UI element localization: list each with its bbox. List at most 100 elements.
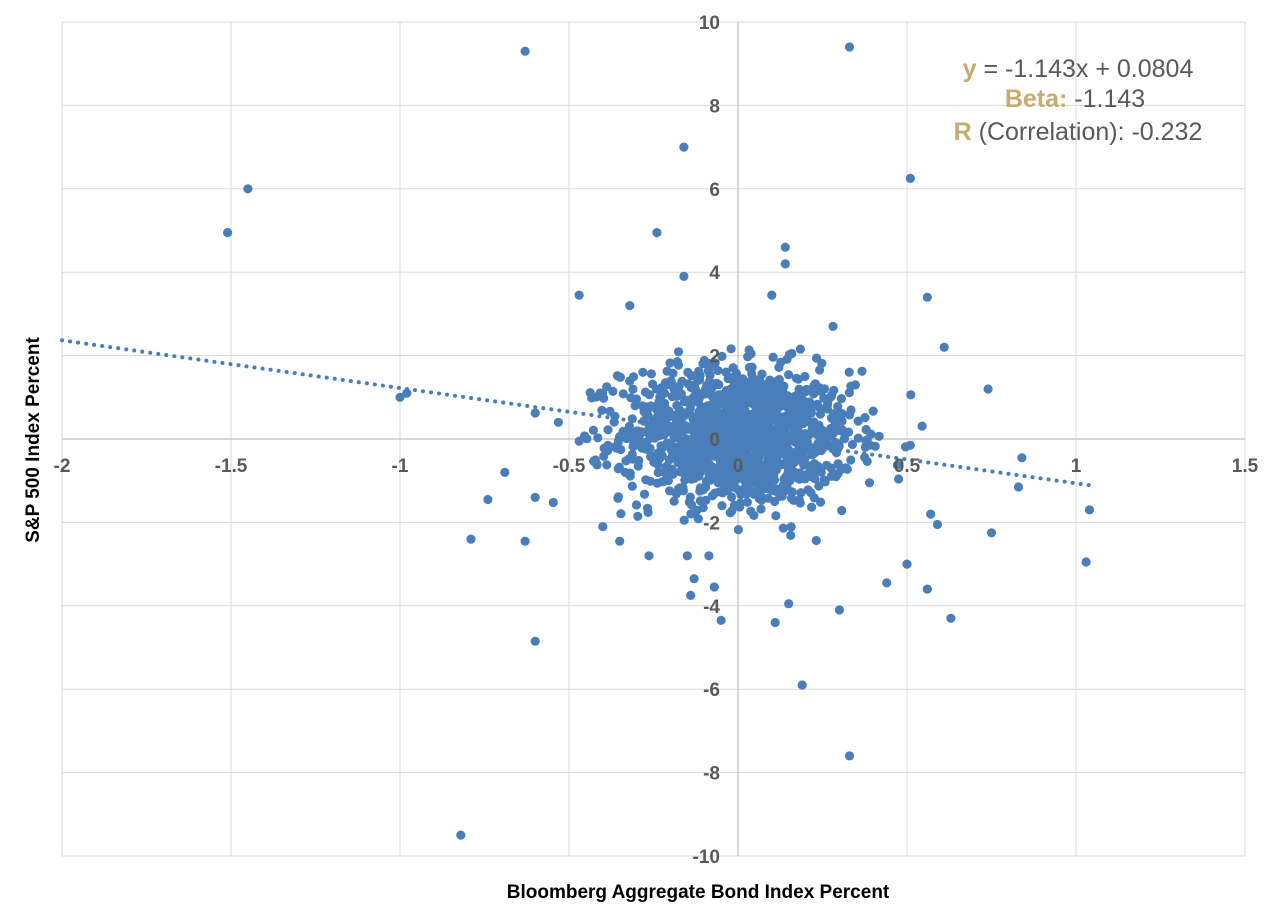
data-point (701, 495, 711, 505)
data-point (602, 460, 612, 470)
data-point (679, 271, 689, 281)
data-point (730, 397, 740, 407)
data-point (795, 344, 806, 354)
data-point (733, 463, 743, 473)
data-point (791, 404, 801, 414)
data-point (713, 390, 723, 400)
data-point (613, 464, 623, 474)
data-point (922, 292, 932, 302)
data-point (615, 372, 626, 382)
data-point (548, 497, 558, 508)
data-point (653, 426, 663, 436)
data-point (686, 370, 696, 381)
data-point (829, 385, 839, 395)
data-point (520, 536, 530, 546)
data-point (646, 369, 657, 379)
data-point (702, 401, 712, 411)
data-point (652, 478, 662, 488)
data-point (900, 442, 911, 452)
y-tick-label: 10 (699, 13, 720, 34)
annotation-beta-value: -1.143 (1067, 85, 1145, 113)
data-point (809, 417, 819, 427)
data-point (864, 478, 875, 488)
data-point (620, 467, 630, 477)
data-point (651, 404, 662, 414)
data-point (643, 411, 654, 421)
x-tick-label: 0 (733, 456, 744, 477)
data-point (689, 412, 699, 422)
annotation-equation: y = -1.143x + 0.0804 (963, 55, 1194, 83)
data-point (653, 460, 663, 470)
data-point (826, 463, 836, 473)
data-point (466, 534, 476, 544)
annotation-equation-value: = -1.143x + 0.0804 (977, 55, 1194, 83)
data-point (778, 523, 788, 533)
data-point (690, 466, 700, 476)
data-point (698, 503, 708, 513)
data-point (641, 427, 651, 437)
regression-annotation: y = -1.143x + 0.0804 Beta: -1.143 R (Cor… (954, 55, 1203, 146)
x-tick-label: 0.5 (894, 456, 921, 477)
data-point (717, 501, 727, 511)
data-point (661, 469, 671, 479)
data-point (793, 374, 803, 384)
data-point (727, 492, 737, 502)
data-point (749, 510, 759, 520)
data-point (857, 366, 867, 376)
annotation-correlation: R (Correlation): -0.232 (954, 118, 1203, 146)
x-tick-label: 1 (1071, 456, 1082, 477)
data-point (670, 451, 681, 462)
data-point (756, 504, 766, 514)
data-point (740, 477, 751, 487)
data-point (713, 444, 723, 454)
data-point (804, 472, 814, 482)
data-point (665, 358, 675, 368)
y-axis-title: S&P 500 Index Percent (23, 337, 44, 543)
data-point (874, 431, 884, 441)
data-point (630, 401, 640, 411)
data-point (819, 475, 829, 485)
data-point (701, 482, 711, 492)
data-point (716, 465, 726, 475)
data-point (731, 368, 742, 378)
data-point (807, 502, 817, 512)
data-point (592, 460, 602, 470)
data-point (833, 402, 843, 412)
data-point (833, 459, 843, 469)
data-point (780, 259, 790, 269)
data-point (806, 404, 816, 414)
y-tick-label: -10 (693, 847, 720, 868)
data-point (986, 528, 997, 538)
data-point (670, 442, 680, 452)
data-point (769, 386, 780, 396)
data-point (861, 424, 871, 435)
data-point (652, 228, 662, 238)
data-point (483, 494, 493, 505)
data-point (917, 421, 927, 431)
data-point (906, 390, 916, 400)
data-point (664, 409, 674, 419)
data-point (679, 142, 689, 152)
data-point (639, 489, 650, 499)
data-point (772, 458, 783, 469)
data-point (698, 420, 709, 430)
data-point (685, 492, 695, 502)
data-point (736, 489, 746, 500)
data-point (752, 375, 762, 385)
data-point (693, 376, 703, 386)
data-point (716, 399, 726, 409)
data-point (844, 751, 855, 761)
data-point (716, 615, 726, 626)
data-point (720, 407, 731, 417)
data-point (682, 450, 692, 460)
data-point (786, 530, 796, 541)
data-point (844, 388, 855, 398)
data-point (603, 446, 613, 456)
data-point (837, 425, 847, 435)
data-point (642, 404, 653, 414)
data-point (704, 551, 714, 561)
data-point (520, 46, 530, 56)
data-point (500, 467, 510, 477)
data-point (826, 471, 837, 481)
